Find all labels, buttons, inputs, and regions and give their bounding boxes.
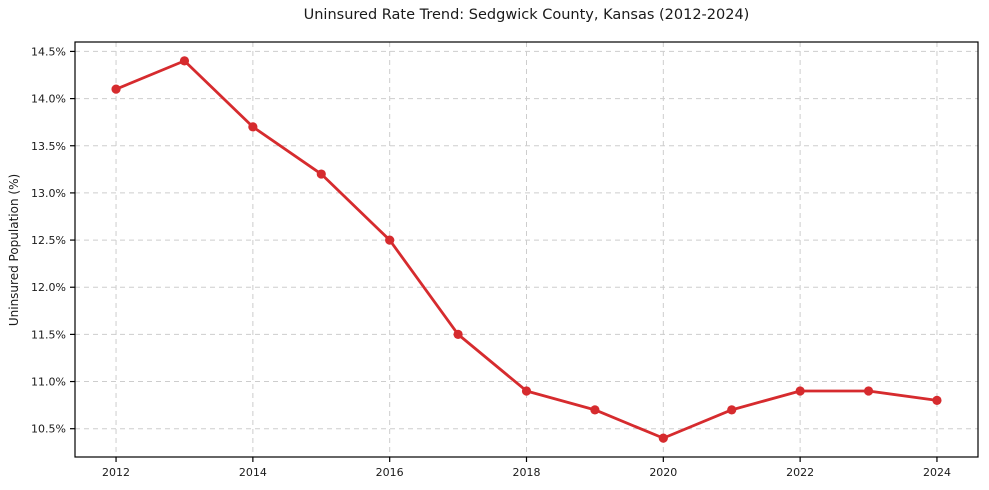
data-point-2019 [590,405,600,415]
x-tick-label: 2016 [376,466,404,479]
data-point-2023 [863,386,874,396]
data-point-2020 [658,433,668,443]
y-tick-label: 11.5% [31,328,66,341]
chart-title: Uninsured Rate Trend: Sedgwick County, K… [303,7,750,23]
data-point-2015 [316,169,326,179]
data-point-2012 [111,84,121,94]
data-point-2016 [385,235,395,245]
data-point-2024 [932,395,942,406]
data-point-2018 [521,386,532,396]
x-tick-label: 2020 [649,466,677,479]
y-tick-label: 14.0% [31,93,66,106]
y-tick-label: 13.0% [31,187,66,200]
x-tick-label: 2022 [786,466,814,479]
x-tick-label: 2014 [239,466,267,479]
y-tick-label: 14.5% [31,45,66,58]
y-tick-label: 11.0% [31,376,66,389]
data-point-2017 [453,329,463,339]
x-tick-label: 2018 [513,466,541,479]
y-tick-label: 10.5% [31,423,66,436]
y-tick-label: 13.5% [31,140,66,153]
x-tick-label: 2024 [923,466,951,479]
x-tick-label: 2012 [102,466,130,479]
data-point-2022 [795,386,805,396]
y-tick-label: 12.0% [31,281,66,294]
y-tick-label: 12.5% [31,234,66,247]
data-point-2013 [179,56,190,66]
data-point-2014 [248,122,258,132]
data-point-2021 [727,405,737,415]
